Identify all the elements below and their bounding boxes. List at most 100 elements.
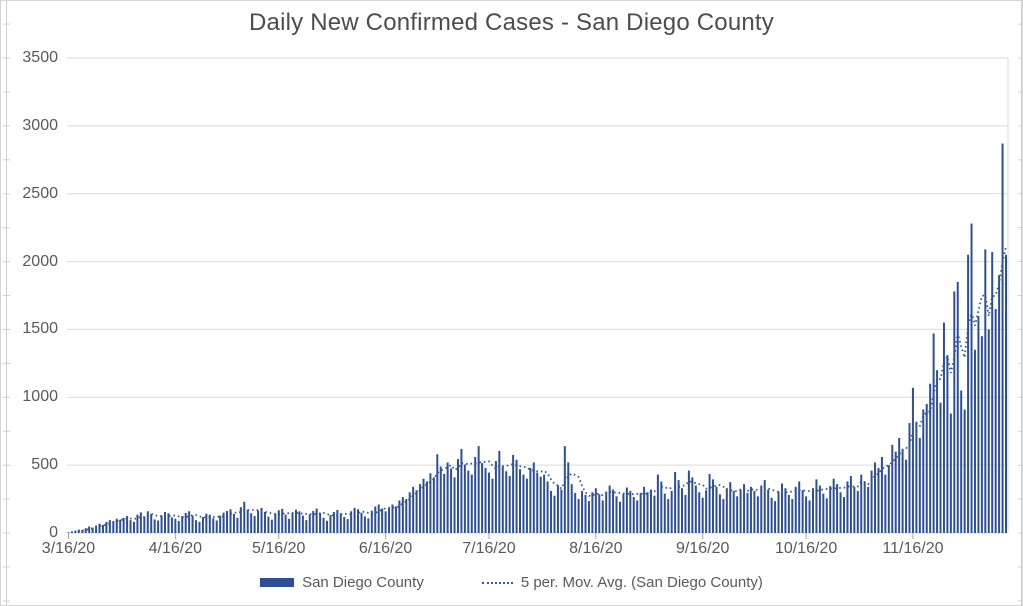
bar (401, 497, 404, 533)
bar (939, 402, 942, 533)
bar (546, 481, 549, 533)
y-axis-label: 0 (49, 524, 58, 541)
bar (188, 511, 191, 533)
bar (894, 451, 897, 533)
bar (267, 516, 270, 533)
bar (646, 492, 649, 533)
bar (960, 390, 963, 533)
bar (519, 469, 522, 533)
bar (605, 491, 608, 533)
bar (867, 486, 870, 533)
bar (987, 329, 990, 533)
bar (973, 349, 976, 533)
bar (556, 485, 559, 533)
x-axis-label: 9/16/20 (675, 540, 730, 557)
bar (915, 421, 918, 533)
bar (522, 474, 525, 533)
bar (581, 490, 584, 533)
bar (322, 517, 325, 533)
bar (774, 501, 777, 533)
bar (908, 423, 911, 533)
bar (729, 482, 732, 533)
bar (157, 520, 160, 533)
bar (339, 513, 342, 533)
bar (543, 474, 546, 533)
bar (622, 493, 625, 533)
bar (405, 499, 408, 533)
bar (332, 511, 335, 533)
bar (970, 223, 973, 534)
bar (329, 515, 332, 533)
bar (243, 501, 246, 533)
bar (705, 490, 708, 533)
bar (722, 499, 725, 533)
bar (574, 492, 577, 533)
x-axis-label: 5/16/20 (252, 540, 306, 557)
bar (88, 526, 91, 533)
bar (870, 470, 873, 533)
bar (298, 511, 301, 533)
bar (874, 462, 877, 533)
bar (177, 521, 180, 533)
bar (487, 472, 490, 533)
bar (811, 488, 814, 533)
bar (415, 490, 418, 533)
bar (81, 530, 84, 533)
bar (501, 466, 504, 533)
x-axis-label: 4/16/20 (148, 540, 203, 557)
bar (208, 514, 211, 533)
bar (484, 467, 487, 533)
bar (164, 511, 167, 533)
bar (346, 519, 349, 533)
bar (284, 514, 287, 533)
chart-legend: San Diego County 5 per. Mov. Avg. (San D… (1, 574, 1022, 591)
bar (898, 438, 901, 533)
bar (456, 459, 459, 533)
bar (584, 495, 587, 533)
bar (794, 486, 797, 533)
bar (860, 474, 863, 533)
bar (808, 500, 811, 533)
bar (357, 509, 360, 533)
bar (843, 497, 846, 533)
bar (660, 481, 663, 533)
bar (632, 497, 635, 533)
bar (629, 490, 632, 533)
bar (460, 448, 463, 533)
moving-average-line (82, 246, 1007, 532)
bar (550, 490, 553, 533)
bar (625, 487, 628, 533)
bar (160, 515, 163, 533)
x-axis-label: 8/16/20 (569, 540, 623, 557)
bar (336, 509, 339, 533)
moving-average-dotted-line-icon (481, 581, 513, 584)
bar (901, 448, 904, 533)
bar (394, 506, 397, 533)
bar (215, 520, 218, 533)
bar (618, 501, 621, 533)
bar (425, 481, 428, 533)
bar (832, 478, 835, 533)
bar (791, 499, 794, 533)
bar (363, 516, 366, 533)
bar (863, 481, 866, 533)
bar (439, 466, 442, 533)
bar (553, 495, 556, 533)
bar (829, 486, 832, 533)
bar (663, 493, 666, 533)
bar (636, 500, 639, 533)
bar (922, 409, 925, 533)
bar (801, 490, 804, 533)
bar (226, 511, 229, 533)
bar (949, 413, 952, 533)
bar (198, 521, 201, 533)
bar (946, 355, 949, 533)
bar (153, 519, 156, 533)
bar (884, 474, 887, 533)
bar (891, 444, 894, 533)
bar (936, 370, 939, 533)
bar (587, 501, 590, 533)
bar (905, 459, 908, 533)
bar (853, 486, 856, 533)
